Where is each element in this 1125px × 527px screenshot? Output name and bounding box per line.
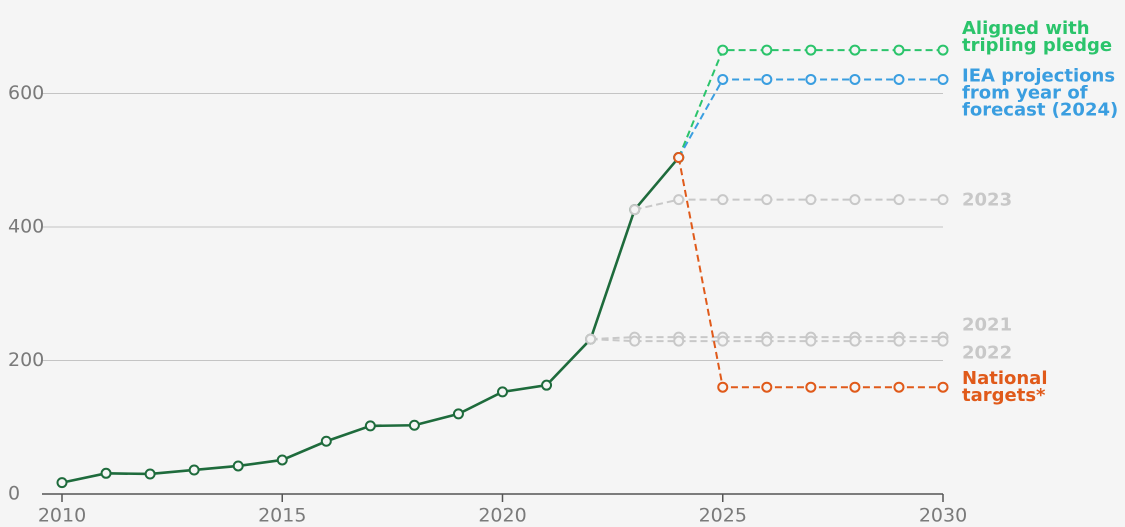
- x-tick-label: 2020: [478, 505, 526, 527]
- point: [100, 467, 112, 479]
- point: [673, 194, 685, 206]
- point: [408, 419, 420, 431]
- point: [188, 464, 200, 476]
- point: [761, 335, 773, 347]
- series-label: 2021: [962, 314, 1013, 336]
- point: [717, 335, 729, 347]
- series-label: 2023: [962, 189, 1013, 211]
- x-tick-label: 2015: [258, 505, 306, 527]
- series-label: Aligned with tripling pledge: [962, 18, 1113, 57]
- series-line: [677, 157, 943, 389]
- point: [320, 435, 332, 447]
- point: [805, 381, 817, 393]
- series-label: IEA projections from year of forecast (2…: [962, 65, 1119, 121]
- point: [56, 477, 68, 489]
- point: [585, 333, 597, 345]
- point: [849, 381, 861, 393]
- point: [893, 73, 905, 85]
- point: [805, 44, 817, 56]
- point: [849, 194, 861, 206]
- point: [452, 408, 464, 420]
- point: [717, 73, 729, 85]
- x-tick-label: 2025: [699, 505, 747, 527]
- series-label: National targets*: [962, 368, 1048, 407]
- point: [893, 335, 905, 347]
- point: [761, 44, 773, 56]
- y-tick-label: 600: [8, 82, 44, 104]
- point: [717, 381, 729, 393]
- point: [937, 335, 949, 347]
- x-tick-label: 2030: [919, 505, 967, 527]
- point: [805, 335, 817, 347]
- point: [497, 386, 508, 398]
- series-line: [677, 78, 943, 159]
- point: [937, 194, 949, 206]
- point: [541, 379, 553, 391]
- point: [937, 73, 949, 85]
- point: [232, 460, 244, 472]
- point: [849, 73, 861, 85]
- point: [849, 335, 861, 347]
- point: [673, 335, 685, 347]
- series-line: [677, 49, 943, 158]
- point: [849, 44, 861, 56]
- y-tick-label: 400: [8, 215, 44, 237]
- point: [761, 73, 773, 85]
- point: [364, 420, 376, 432]
- point: [144, 468, 156, 480]
- point: [761, 381, 773, 393]
- x-tick-label: 2010: [38, 505, 86, 527]
- point: [893, 194, 905, 206]
- series-line: [61, 156, 680, 484]
- y-tick-label: 0: [8, 483, 20, 505]
- point: [629, 335, 641, 347]
- point: [937, 44, 949, 56]
- point: [761, 194, 773, 206]
- point: [717, 44, 729, 56]
- point: [717, 194, 729, 206]
- point: [673, 152, 685, 164]
- point: [805, 73, 817, 85]
- series-line: [634, 198, 943, 211]
- y-tick-label: 200: [8, 349, 44, 371]
- point: [276, 454, 288, 466]
- series-label: 2022: [962, 342, 1013, 364]
- point: [629, 204, 641, 216]
- point: [893, 44, 905, 56]
- point: [893, 381, 905, 393]
- point: [805, 194, 817, 206]
- point: [937, 381, 949, 393]
